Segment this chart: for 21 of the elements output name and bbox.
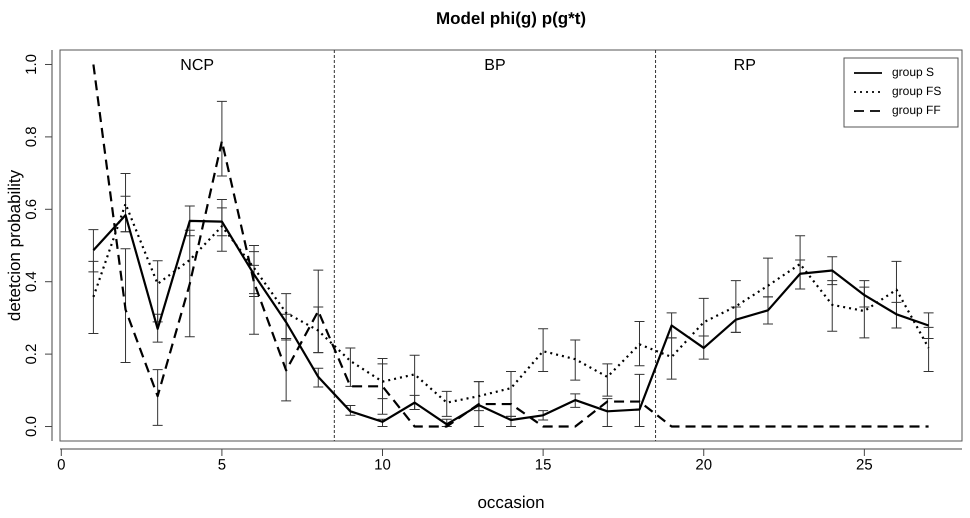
x-tick-label: 0	[57, 456, 66, 474]
x-axis-title: occasion	[477, 493, 545, 512]
annotation: NCP	[180, 57, 214, 74]
legend-label: group S	[892, 65, 934, 80]
y-tick-label: 0.8	[23, 126, 40, 148]
y-tick-label: 0.2	[23, 344, 40, 365]
y-axis-title: detetcion probability	[5, 169, 24, 322]
x-tick-label: 10	[374, 456, 391, 474]
legend-label: group FS	[892, 84, 942, 98]
y-tick-label: 1.0	[23, 54, 40, 75]
y-tick-label: 0.4	[23, 271, 40, 292]
legend-label: group FF	[892, 103, 941, 118]
x-tick-label: 25	[856, 456, 873, 474]
y-tick-label: 0.6	[23, 198, 40, 220]
annotation: BP	[484, 57, 506, 74]
x-tick-label: 20	[695, 456, 712, 474]
y-tick-label: 0.0	[23, 416, 40, 437]
x-tick-label: 15	[534, 456, 552, 474]
chart-title: Model phi(g) p(g*t)	[436, 9, 586, 28]
annotation: RP	[734, 57, 756, 74]
x-tick-label: 5	[218, 456, 226, 474]
